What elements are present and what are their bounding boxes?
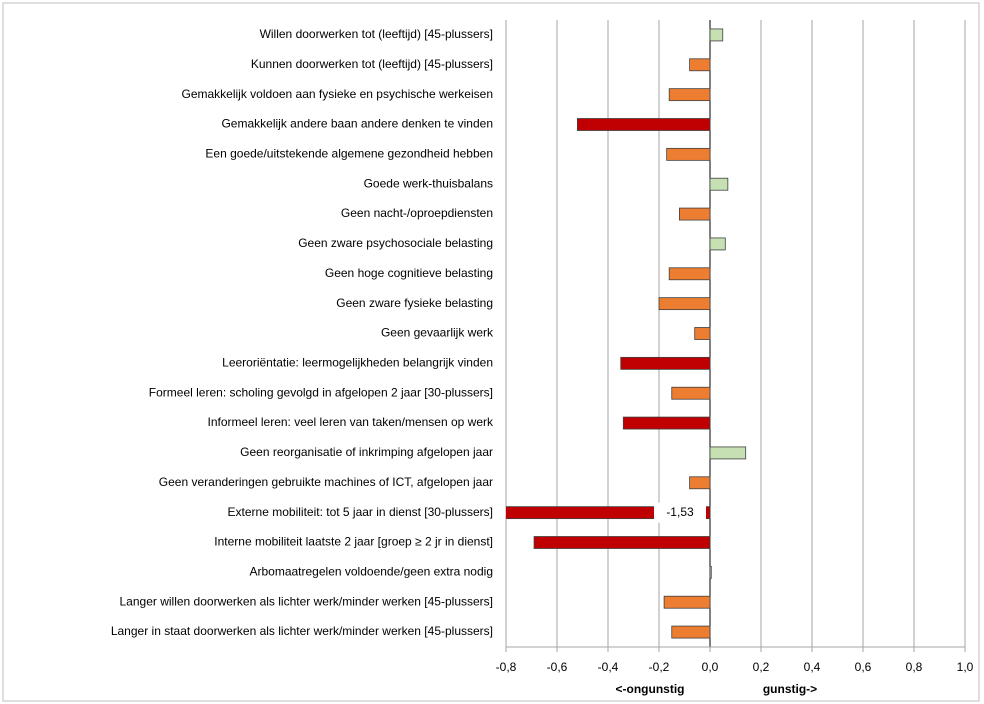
y-tick-label: Informeel leren: veel leren van taken/me… xyxy=(208,415,494,429)
y-tick-label: Geen zware fysieke belasting xyxy=(336,296,493,310)
x-tick-label: 0,0 xyxy=(702,660,719,674)
bar xyxy=(668,267,711,281)
y-tick-label: Gemakkelijk andere baan andere denken te… xyxy=(221,117,493,131)
axis-annotation: <-ongunstig xyxy=(616,682,685,696)
y-tick-label: Interne mobiliteit laatste 2 jaar [groep… xyxy=(214,535,493,549)
bar xyxy=(689,58,711,72)
y-tick-label: Geen gevaarlijk werk xyxy=(381,326,494,340)
x-tick-label: 0,4 xyxy=(804,660,821,674)
labels: -0,8 -0,6 -0,4 -0,2 0,0 0,2 0,4 0,6 0,8 1,0 Willen… xyxy=(111,27,974,696)
bar xyxy=(622,416,711,430)
value-label: -1,53 xyxy=(666,505,694,519)
x-tick-label: -0,2 xyxy=(649,660,670,674)
y-tick-label: Een goede/uitstekende algemene gezondhei… xyxy=(205,147,493,161)
bar xyxy=(689,476,711,490)
x-tick-label: 0,6 xyxy=(855,660,872,674)
bars xyxy=(506,28,747,639)
x-tick-label: -0,8 xyxy=(496,660,517,674)
x-tick-label: 1,0 xyxy=(957,660,974,674)
x-tick-label: -0,6 xyxy=(547,660,568,674)
bar xyxy=(709,237,726,251)
y-tick-label: Arbomaatregelen voldoende/geen extra nod… xyxy=(249,565,493,579)
y-tick-label: Langer willen doorwerken als lichter wer… xyxy=(120,594,494,608)
bar xyxy=(679,207,711,221)
y-tick-label: Geen reorganisatie of inkrimping afgelop… xyxy=(240,445,493,459)
x-tick-label: 0,2 xyxy=(753,660,770,674)
bar xyxy=(671,625,711,639)
bar xyxy=(709,28,724,42)
bar xyxy=(694,327,711,340)
y-tick-label: Leeroriëntatie: leermogelijkheden belang… xyxy=(222,356,493,370)
bar xyxy=(533,536,711,549)
bar xyxy=(658,297,711,311)
y-tick-label: Geen veranderingen gebruikte machines of… xyxy=(159,475,493,489)
bar xyxy=(709,446,747,460)
y-tick-label: Externe mobiliteit: tot 5 jaar in dienst… xyxy=(228,505,493,519)
y-tick-label: Gemakkelijk voldoen aan fysieke en psych… xyxy=(182,87,494,101)
y-tick-label: Geen nacht-/oproepdiensten xyxy=(341,206,493,220)
bar xyxy=(620,356,711,370)
bar xyxy=(709,177,729,191)
y-tick-label: Willen doorwerken tot (leeftijd) [45-plu… xyxy=(260,27,493,41)
x-tick-label: -0,4 xyxy=(598,660,619,674)
bar xyxy=(709,565,712,579)
value-label-box xyxy=(654,502,706,523)
bar xyxy=(577,118,711,131)
axis-annotation: gunstig-> xyxy=(763,682,817,696)
x-tick-label: 0,8 xyxy=(906,660,923,674)
bar xyxy=(663,595,711,609)
bar xyxy=(666,147,711,161)
bar xyxy=(671,386,711,400)
y-tick-label: Formeel leren: scholing gevolgd in afgel… xyxy=(149,385,493,399)
y-tick-label: Geen hoge cognitieve belasting xyxy=(325,266,493,280)
y-tick-label: Langer in staat doorwerken als lichter w… xyxy=(111,624,493,638)
bar xyxy=(668,88,711,102)
y-tick-label: Kunnen doorwerken tot (leeftijd) [45-plu… xyxy=(251,57,493,71)
y-tick-label: Goede werk-thuisbalans xyxy=(364,176,493,190)
y-tick-label: Geen zware psychosociale belasting xyxy=(298,236,493,250)
